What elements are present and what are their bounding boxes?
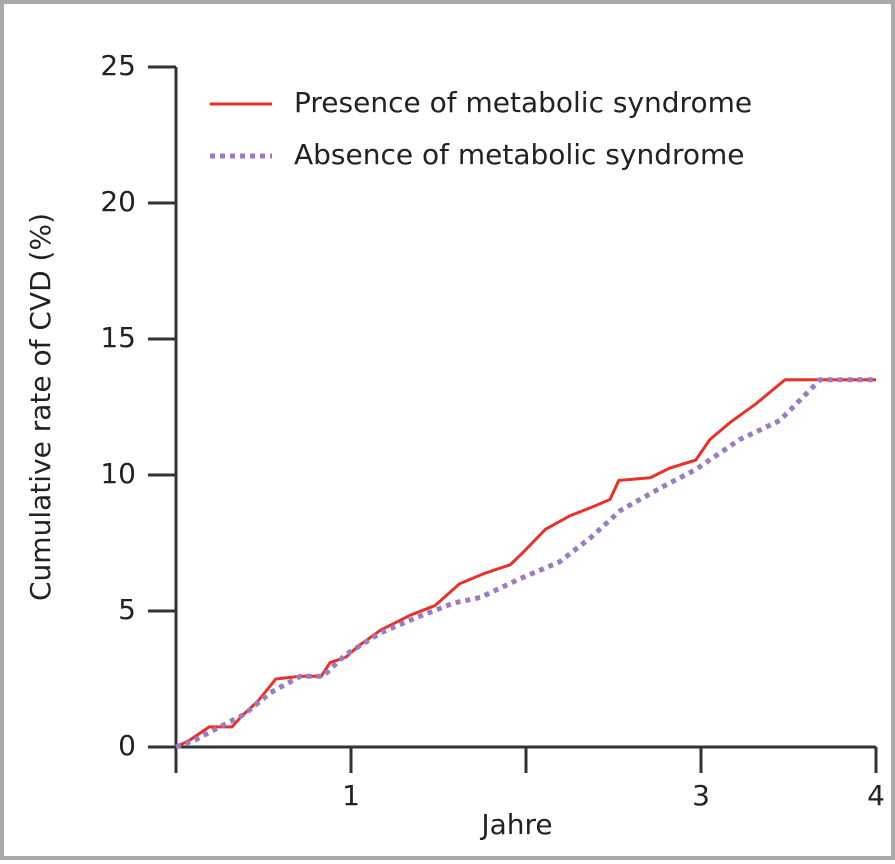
x-tick-label: 3 <box>692 779 710 812</box>
y-tick-label: 10 <box>100 457 136 490</box>
series-line <box>175 378 876 749</box>
y-axis-label: Cumulative rate of CVD (%) <box>24 213 57 601</box>
x-axis-label: Jahre <box>479 808 552 841</box>
x-tick-label: 4 <box>867 779 885 812</box>
series-line <box>175 377 876 750</box>
y-tick-label: 5 <box>118 593 136 626</box>
y-tick-label: 25 <box>100 49 136 82</box>
y-tick-label: 0 <box>118 729 136 762</box>
legend-label: Presence of metabolic syndrome <box>294 86 752 119</box>
x-tick-label: 1 <box>342 779 360 812</box>
y-tick-label: 20 <box>100 185 136 218</box>
y-tick-label: 15 <box>100 321 136 354</box>
legend-label: Absence of metabolic syndrome <box>294 138 745 171</box>
